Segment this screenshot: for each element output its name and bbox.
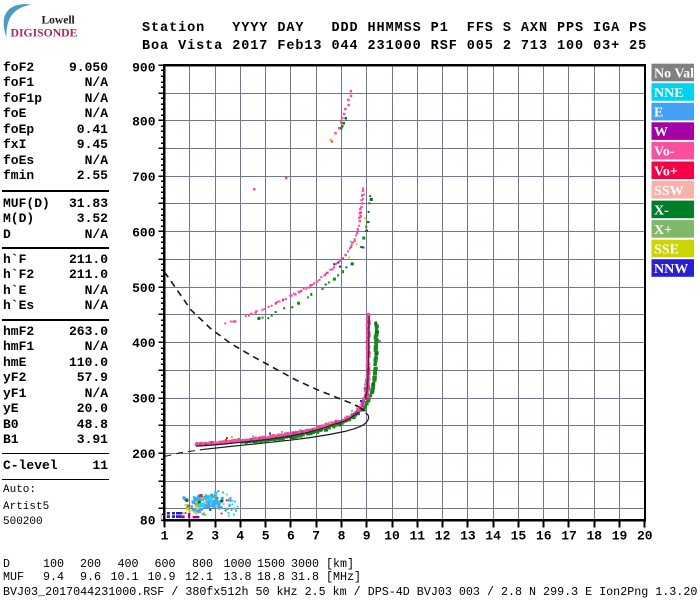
svg-text:7: 7 — [312, 529, 320, 544]
svg-text:80: 80 — [140, 514, 156, 529]
svg-text:No Val: No Val — [654, 67, 694, 82]
svg-text:10: 10 — [384, 529, 400, 544]
svg-text:SSW: SSW — [654, 184, 684, 199]
svg-text:11: 11 — [409, 529, 425, 544]
svg-text:Vo+: Vo+ — [654, 164, 678, 179]
svg-text:800: 800 — [132, 114, 156, 129]
svg-text:20: 20 — [637, 529, 653, 544]
svg-text:400: 400 — [132, 336, 156, 351]
svg-text:DIGISONDE: DIGISONDE — [11, 27, 78, 40]
svg-text:Lowell: Lowell — [42, 15, 75, 27]
svg-text:15: 15 — [511, 529, 527, 544]
svg-text:500: 500 — [132, 281, 156, 296]
svg-text:8: 8 — [338, 529, 346, 544]
svg-text:5: 5 — [262, 529, 270, 544]
svg-text:16: 16 — [536, 529, 552, 544]
svg-text:1: 1 — [161, 529, 169, 544]
svg-text:X-: X- — [654, 203, 669, 218]
svg-text:13: 13 — [460, 529, 476, 544]
svg-text:Vo-: Vo- — [654, 145, 675, 160]
svg-text:700: 700 — [132, 170, 156, 185]
svg-text:X+: X+ — [654, 223, 672, 238]
svg-text:NNW: NNW — [654, 262, 688, 277]
svg-text:E: E — [654, 106, 663, 121]
svg-text:14: 14 — [485, 529, 501, 544]
svg-text:18: 18 — [586, 529, 602, 544]
svg-text:17: 17 — [561, 529, 577, 544]
svg-text:12: 12 — [435, 529, 451, 544]
svg-text:19: 19 — [612, 529, 628, 544]
svg-text:6: 6 — [287, 529, 295, 544]
svg-text:900: 900 — [132, 61, 156, 76]
svg-text:NNE: NNE — [654, 86, 684, 101]
svg-text:3: 3 — [211, 529, 219, 544]
svg-text:W: W — [654, 125, 668, 140]
svg-text:2: 2 — [186, 529, 194, 544]
svg-text:200: 200 — [132, 447, 156, 462]
svg-text:9: 9 — [363, 529, 371, 544]
svg-text:600: 600 — [132, 225, 156, 240]
svg-text:SSE: SSE — [654, 243, 679, 258]
svg-text:4: 4 — [236, 529, 244, 544]
svg-text:300: 300 — [132, 392, 156, 407]
